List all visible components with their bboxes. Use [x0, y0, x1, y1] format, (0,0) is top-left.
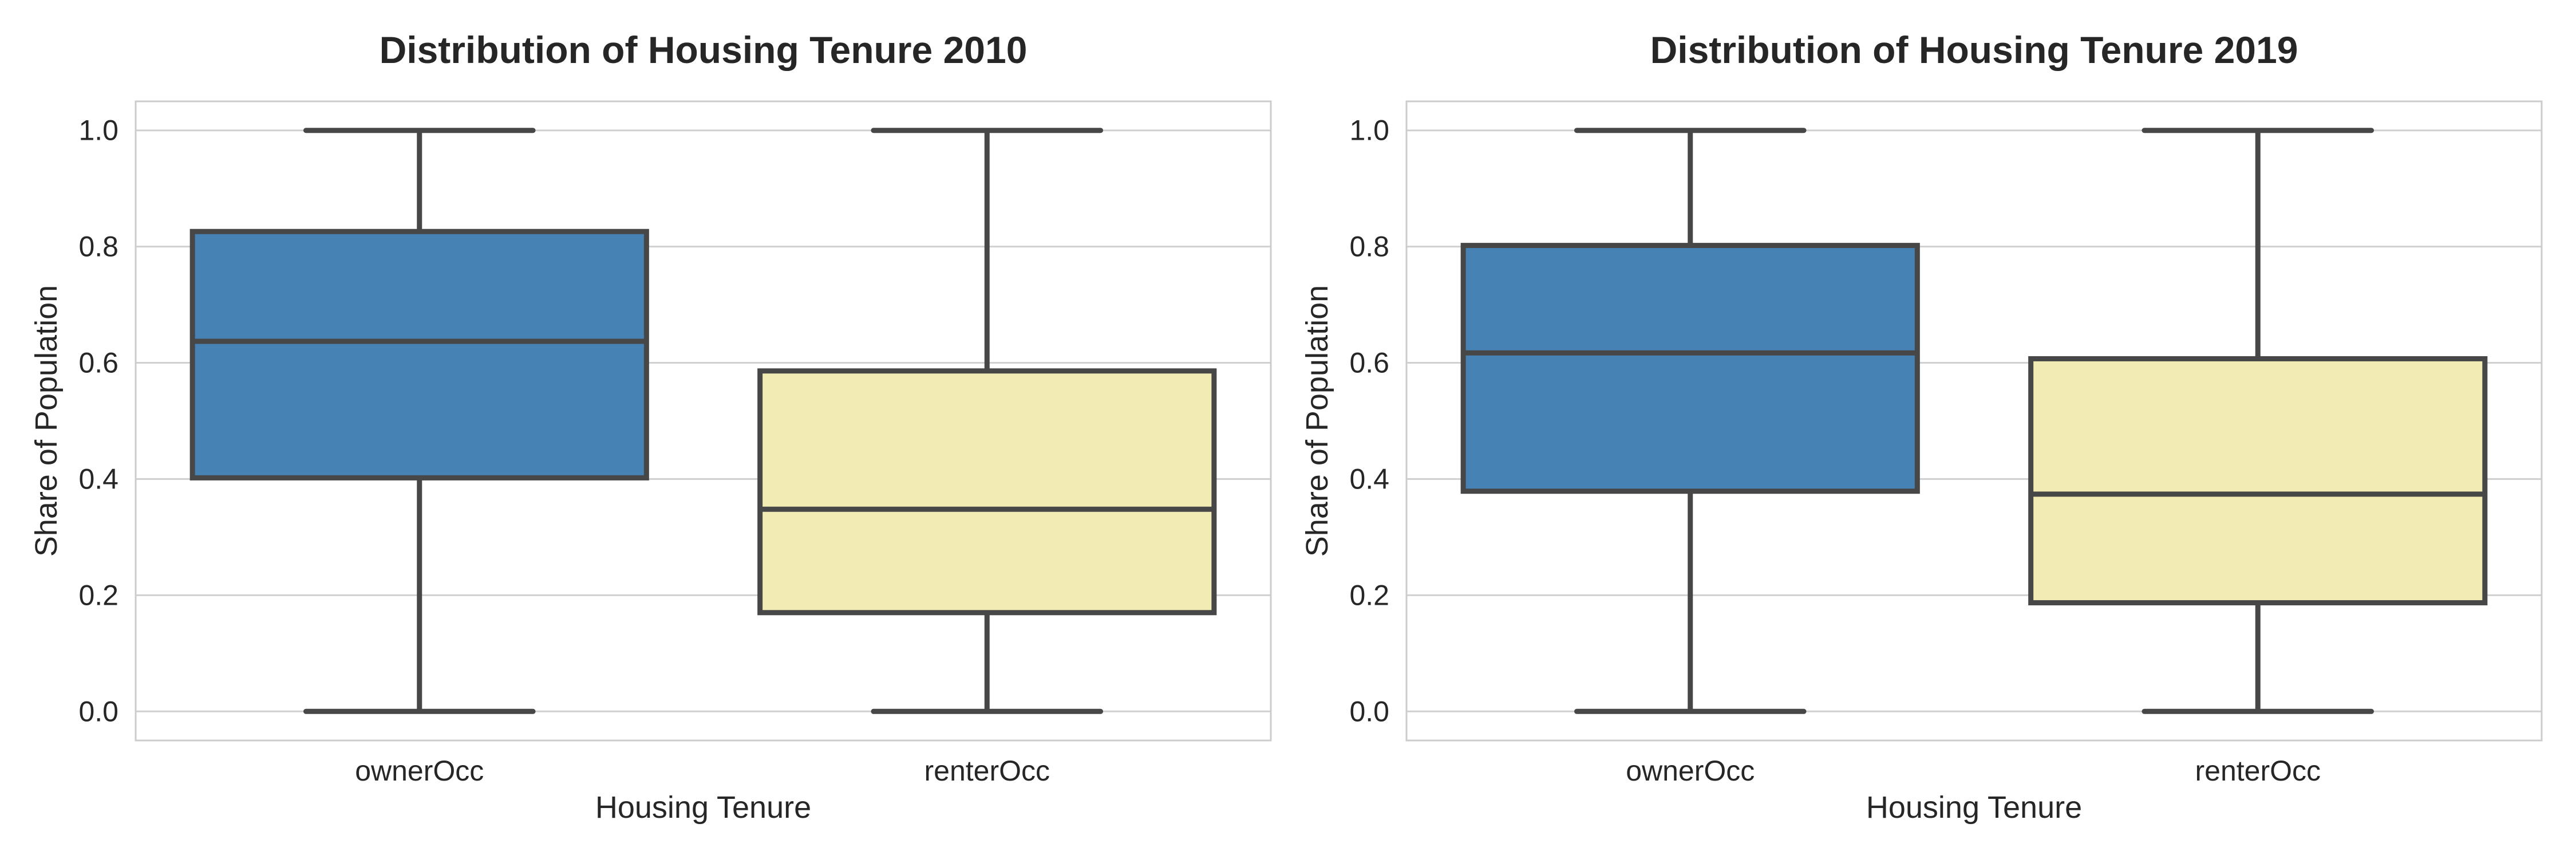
- y-tick-label: 0.4: [1349, 463, 1389, 495]
- y-tick-label: 0.6: [78, 347, 118, 379]
- x-tick-label: ownerOcc: [1626, 755, 1755, 787]
- y-tick-label: 0.4: [78, 463, 118, 495]
- y-tick-label: 0.2: [1349, 579, 1389, 611]
- iqr-box: [189, 228, 649, 480]
- iqr-box: [757, 368, 1217, 616]
- chart-panel-2010: 0.0 0.2 0.4 0.6 0.8 1.0 ownerOcc renterOcc Distr…: [29, 29, 1272, 825]
- iqr-box: [1460, 243, 1920, 494]
- y-tick-label: 0.0: [1349, 695, 1389, 727]
- box-renterOcc: [2028, 128, 2488, 714]
- y-tick-label: 0.6: [1349, 347, 1389, 379]
- x-axis-label: Housing Tenure: [595, 790, 811, 825]
- plot-frame: [135, 100, 1272, 742]
- box-ownerOcc: [189, 128, 649, 714]
- y-tick-label: 0.8: [78, 231, 118, 263]
- y-axis-label: Share of Population: [1300, 285, 1334, 557]
- chart-panel-2019: 0.0 0.2 0.4 0.6 0.8 1.0 ownerOcc renterOcc Distr…: [1300, 29, 2543, 825]
- y-tick-label: 0.8: [1349, 231, 1389, 263]
- box-ownerOcc: [1460, 128, 1920, 714]
- chart-title: Distribution of Housing Tenure 2019: [1650, 29, 2298, 71]
- x-axis-label: Housing Tenure: [1866, 790, 2082, 825]
- x-tick-label: renterOcc: [2195, 755, 2321, 787]
- y-tick-label: 1.0: [78, 115, 118, 147]
- box-renterOcc: [757, 128, 1217, 714]
- y-axis-label: Share of Population: [29, 285, 64, 557]
- y-tick-label: 0.0: [78, 695, 118, 727]
- y-tick-label: 0.2: [78, 579, 118, 611]
- iqr-box: [2028, 356, 2488, 606]
- y-tick-label: 1.0: [1349, 115, 1389, 147]
- x-tick-label: renterOcc: [924, 755, 1050, 787]
- x-tick-label: ownerOcc: [355, 755, 484, 787]
- chart-title: Distribution of Housing Tenure 2010: [380, 29, 1028, 71]
- plot-frame: [1405, 100, 2543, 742]
